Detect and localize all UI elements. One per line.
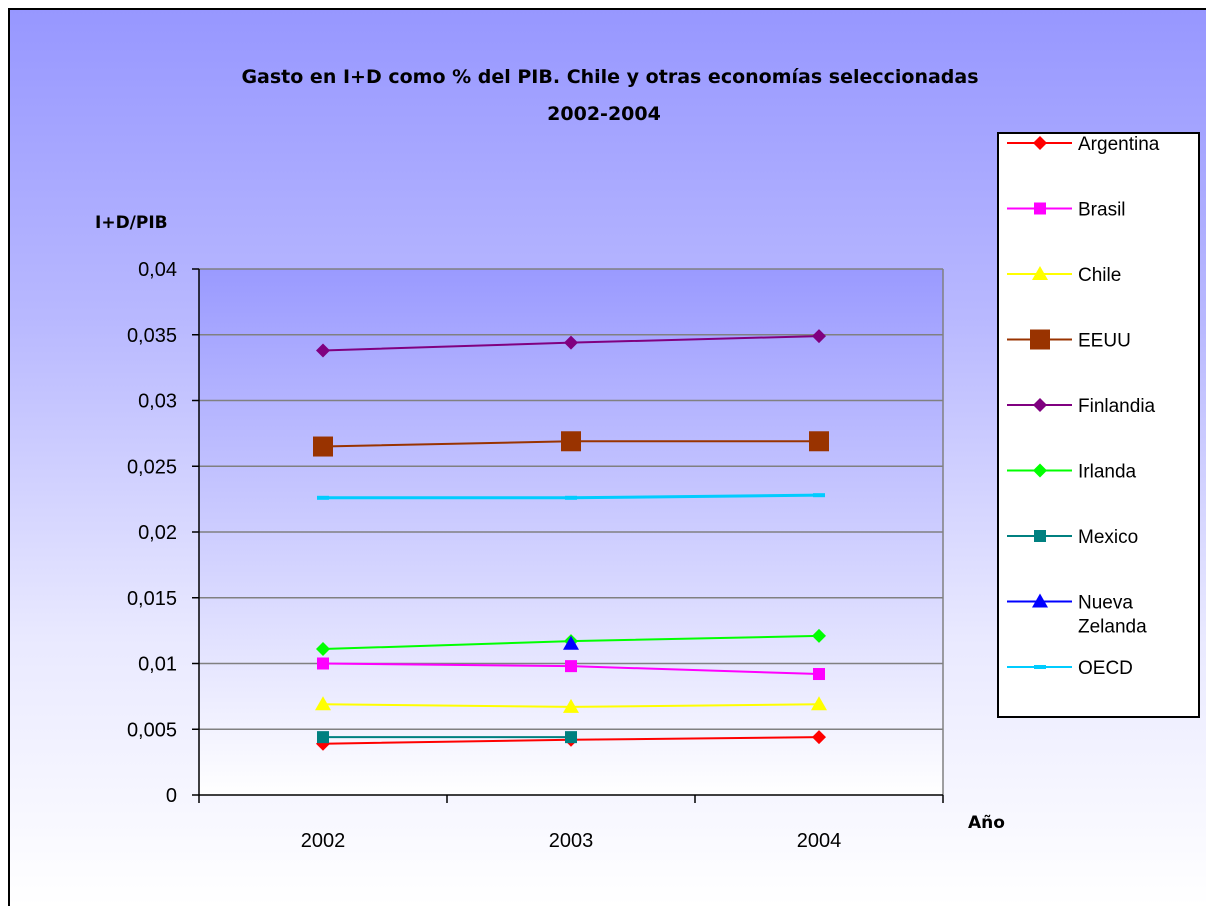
plot-area: 0 0,005 0,01 0,015 0,02 0,025 0,03 0,035 0,04 200… xyxy=(127,259,944,852)
data-point xyxy=(812,628,826,643)
legend-label-continued: Zelanda xyxy=(1078,617,1147,638)
legend-label: Irlanda xyxy=(1078,462,1137,483)
series-nueva-zelanda xyxy=(563,635,579,650)
legend-item: Irlanda xyxy=(1007,462,1137,483)
series-chile xyxy=(315,696,827,713)
data-point xyxy=(812,329,826,344)
y-tick-label: 0 xyxy=(166,785,177,807)
legend-label: Mexico xyxy=(1078,527,1138,548)
legend-label: Argentina xyxy=(1078,134,1160,155)
legend-label: Brasil xyxy=(1078,200,1126,221)
legend-item: Argentina xyxy=(1007,134,1160,155)
y-tick-label: 0,015 xyxy=(127,588,177,610)
data-point xyxy=(563,635,579,650)
data-point xyxy=(315,696,331,711)
legend-marker xyxy=(1032,593,1048,608)
legend-label: Nueva xyxy=(1078,593,1133,614)
x-tick-label: 2002 xyxy=(301,830,346,852)
data-point xyxy=(317,731,329,744)
legend-marker xyxy=(1032,266,1048,280)
data-point xyxy=(313,436,333,457)
legend-item: OECD xyxy=(1007,658,1133,679)
y-axis-title: I+D/PIB xyxy=(95,213,168,233)
legend-marker xyxy=(1034,665,1046,669)
series-oecd xyxy=(317,493,825,500)
data-point xyxy=(561,431,581,452)
legend-item: Mexico xyxy=(1007,527,1138,548)
legend-marker xyxy=(1033,463,1047,478)
y-tick-label: 0,005 xyxy=(127,719,177,741)
data-point xyxy=(813,668,825,681)
legend-label: OECD xyxy=(1078,658,1133,679)
chart-area: 0 0,005 0,01 0,015 0,02 0,025 0,03 0,035 0,04 200… xyxy=(8,8,1206,906)
series-eeuu xyxy=(313,431,829,457)
data-point xyxy=(317,657,329,670)
line-chart: 0 0,005 0,01 0,015 0,02 0,025 0,03 0,035 0,04 200… xyxy=(95,66,1200,852)
legend-label: Chile xyxy=(1078,265,1121,286)
legend-label: Finlandia xyxy=(1078,396,1156,417)
data-point xyxy=(565,660,577,673)
legend-item: Finlandia xyxy=(1007,396,1156,417)
data-point xyxy=(812,730,826,745)
data-point xyxy=(564,335,578,350)
data-point xyxy=(317,495,329,500)
chart-title: Gasto en I+D como % del PIB. Chile y otr… xyxy=(241,66,978,88)
legend-item: Chile xyxy=(1007,265,1121,286)
data-point xyxy=(316,642,330,657)
x-tick-label: 2004 xyxy=(797,830,842,852)
data-point xyxy=(811,696,827,711)
legend-item: EEUU xyxy=(1007,329,1131,352)
data-point xyxy=(565,495,577,500)
legend-marker xyxy=(1033,136,1047,150)
legend-marker xyxy=(1034,202,1046,215)
series-brasil xyxy=(317,657,825,681)
y-tick-label: 0,01 xyxy=(138,654,177,676)
series-mexico xyxy=(317,731,577,744)
data-point xyxy=(813,493,825,498)
legend-item: Brasil xyxy=(1007,200,1126,221)
data-point xyxy=(563,698,579,713)
legend: Argentina Brasil Chile EEUU Finlandia Irlanda… xyxy=(997,132,1200,718)
legend-item: Nueva Zelanda xyxy=(1007,593,1147,638)
legend-label: EEUU xyxy=(1078,331,1131,352)
y-tick-label: 0,03 xyxy=(138,391,177,413)
y-tick-label: 0,02 xyxy=(138,522,177,544)
y-tick-label: 0,035 xyxy=(127,325,177,347)
data-point xyxy=(316,343,330,358)
legend-box xyxy=(997,132,1200,718)
y-tick-label: 0,04 xyxy=(138,259,177,281)
series-finlandia xyxy=(316,329,826,358)
legend-marker xyxy=(1034,530,1046,542)
legend-marker xyxy=(1030,329,1050,350)
data-point xyxy=(809,431,829,452)
legend-marker xyxy=(1033,398,1047,412)
chart-subtitle: 2002-2004 xyxy=(547,103,661,125)
data-point xyxy=(565,731,577,744)
x-axis-title: Año xyxy=(968,813,1005,833)
y-tick-label: 0,025 xyxy=(127,456,177,478)
x-tick-label: 2003 xyxy=(549,830,594,852)
